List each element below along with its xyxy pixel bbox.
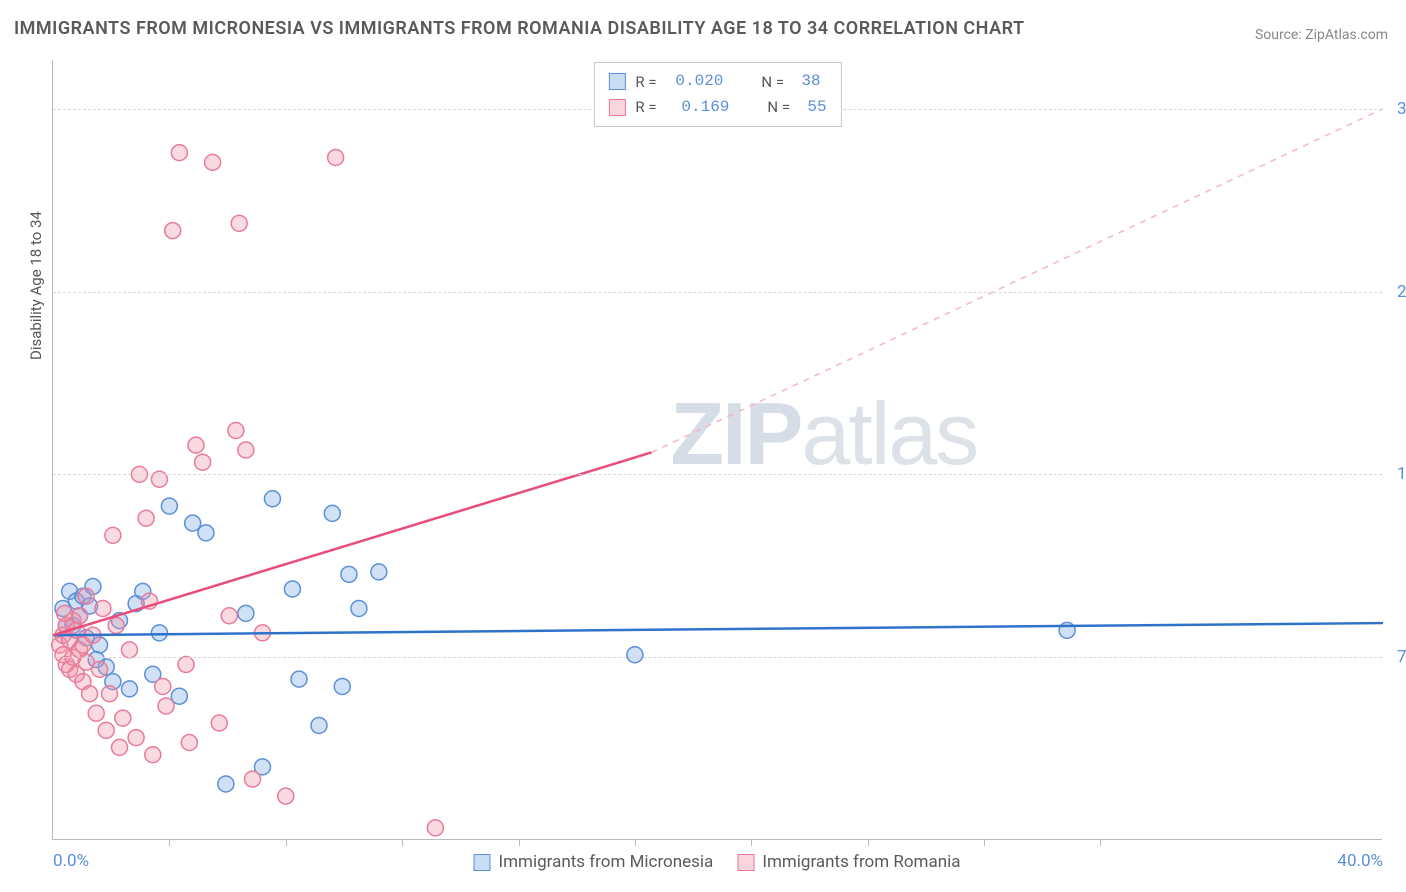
data-point xyxy=(311,717,327,733)
data-point xyxy=(195,454,211,470)
data-point xyxy=(238,605,254,621)
data-point xyxy=(627,647,643,663)
data-point xyxy=(324,505,340,521)
data-point xyxy=(245,771,261,787)
data-point xyxy=(291,671,307,687)
y-tick-label: 22.5% xyxy=(1387,282,1406,302)
x-tick xyxy=(1100,839,1101,846)
data-point xyxy=(165,223,181,239)
x-tick-label: 40.0% xyxy=(1337,851,1383,871)
data-point xyxy=(121,642,137,658)
data-point xyxy=(158,698,174,714)
data-point xyxy=(161,498,177,514)
plot-container: Disability Age 18 to 34 ZIPatlas 7.5%15.… xyxy=(52,60,1382,840)
gridline-h xyxy=(53,657,1382,658)
data-point xyxy=(181,735,197,751)
swatch-blue-icon xyxy=(608,73,625,90)
stat-n-pink: 55 xyxy=(807,95,826,121)
swatch-blue-icon xyxy=(474,854,491,871)
data-point xyxy=(188,437,204,453)
data-point xyxy=(155,678,171,694)
data-point xyxy=(92,661,108,677)
data-point xyxy=(328,150,344,166)
plot-area: ZIPatlas 7.5%15.0%22.5%30.0% 0.0%40.0% R… xyxy=(52,60,1382,840)
data-point xyxy=(105,527,121,543)
x-tick xyxy=(402,839,403,846)
data-point xyxy=(82,686,98,702)
data-point xyxy=(284,581,300,597)
data-point xyxy=(138,510,154,526)
legend-label: Immigrants from Romania xyxy=(762,852,960,872)
y-tick-label: 15.0% xyxy=(1387,464,1406,484)
x-tick xyxy=(169,839,170,846)
data-point xyxy=(371,564,387,580)
data-point xyxy=(351,600,367,616)
stat-label-r: R = xyxy=(635,70,665,94)
data-point xyxy=(72,608,88,624)
data-point xyxy=(218,776,234,792)
x-tick xyxy=(286,839,287,846)
y-tick-label: 7.5% xyxy=(1387,647,1406,667)
data-point xyxy=(98,722,114,738)
data-point xyxy=(238,442,254,458)
legend-item-romania: Immigrants from Romania xyxy=(737,852,960,872)
data-point xyxy=(334,678,350,694)
data-point xyxy=(211,715,227,731)
data-point xyxy=(108,618,124,634)
data-point xyxy=(171,145,187,161)
data-point xyxy=(78,588,94,604)
data-point xyxy=(427,820,443,836)
data-point xyxy=(88,705,104,721)
data-point xyxy=(115,710,131,726)
data-point xyxy=(112,739,128,755)
stat-r-pink: 0.169 xyxy=(675,95,729,121)
stat-n-blue: 38 xyxy=(801,69,820,95)
x-tick xyxy=(751,839,752,846)
stat-label-n: N = xyxy=(767,95,797,119)
source-attribution: Source: ZipAtlas.com xyxy=(1255,27,1388,43)
x-tick-label: 0.0% xyxy=(53,851,89,871)
gridline-h xyxy=(53,474,1382,475)
data-point xyxy=(95,600,111,616)
data-point xyxy=(128,730,144,746)
data-point xyxy=(102,686,118,702)
plot-svg xyxy=(53,60,1382,839)
swatch-pink-icon xyxy=(608,99,625,116)
x-tick xyxy=(519,839,520,846)
data-point xyxy=(121,681,137,697)
data-point xyxy=(221,608,237,624)
legend-stats-row-2: R = 0.169 N = 55 xyxy=(608,95,826,121)
stat-label-r: R = xyxy=(635,95,665,119)
data-point xyxy=(231,215,247,231)
stat-r-blue: 0.020 xyxy=(675,69,723,95)
data-point xyxy=(205,154,221,170)
legend-bottom: Immigrants from Micronesia Immigrants fr… xyxy=(474,852,961,872)
data-point xyxy=(198,525,214,541)
data-point xyxy=(151,625,167,641)
data-point xyxy=(264,491,280,507)
data-point xyxy=(341,566,357,582)
legend-stats-row-1: R = 0.020 N = 38 xyxy=(608,69,826,95)
y-tick-label: 30.0% xyxy=(1387,99,1406,119)
swatch-pink-icon xyxy=(737,854,754,871)
gridline-h xyxy=(53,292,1382,293)
data-point xyxy=(278,788,294,804)
data-point xyxy=(57,605,73,621)
x-tick xyxy=(984,839,985,846)
data-point xyxy=(228,423,244,439)
data-point xyxy=(178,657,194,673)
legend-item-micronesia: Immigrants from Micronesia xyxy=(474,852,714,872)
x-tick xyxy=(868,839,869,846)
data-point xyxy=(145,747,161,763)
stat-label-n: N = xyxy=(761,70,791,94)
x-tick xyxy=(635,839,636,846)
chart-title: IMMIGRANTS FROM MICRONESIA VS IMMIGRANTS… xyxy=(14,18,1025,39)
y-axis-label: Disability Age 18 to 34 xyxy=(27,211,45,360)
legend-label: Immigrants from Micronesia xyxy=(499,852,714,872)
legend-stats: R = 0.020 N = 38 R = 0.169 N = 55 xyxy=(593,62,841,127)
